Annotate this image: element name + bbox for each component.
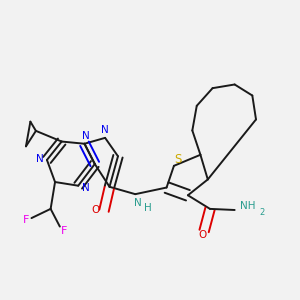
Text: F: F [22, 215, 29, 225]
Text: N: N [82, 131, 90, 141]
Text: N: N [36, 154, 43, 164]
Text: O: O [198, 230, 206, 240]
Text: NH: NH [240, 201, 255, 211]
Text: O: O [92, 205, 100, 215]
Text: N: N [82, 182, 89, 193]
Text: S: S [174, 153, 181, 166]
Text: N: N [101, 125, 109, 136]
Text: F: F [61, 226, 68, 236]
Text: H: H [143, 203, 151, 213]
Text: 2: 2 [259, 208, 264, 217]
Text: N: N [134, 198, 142, 208]
